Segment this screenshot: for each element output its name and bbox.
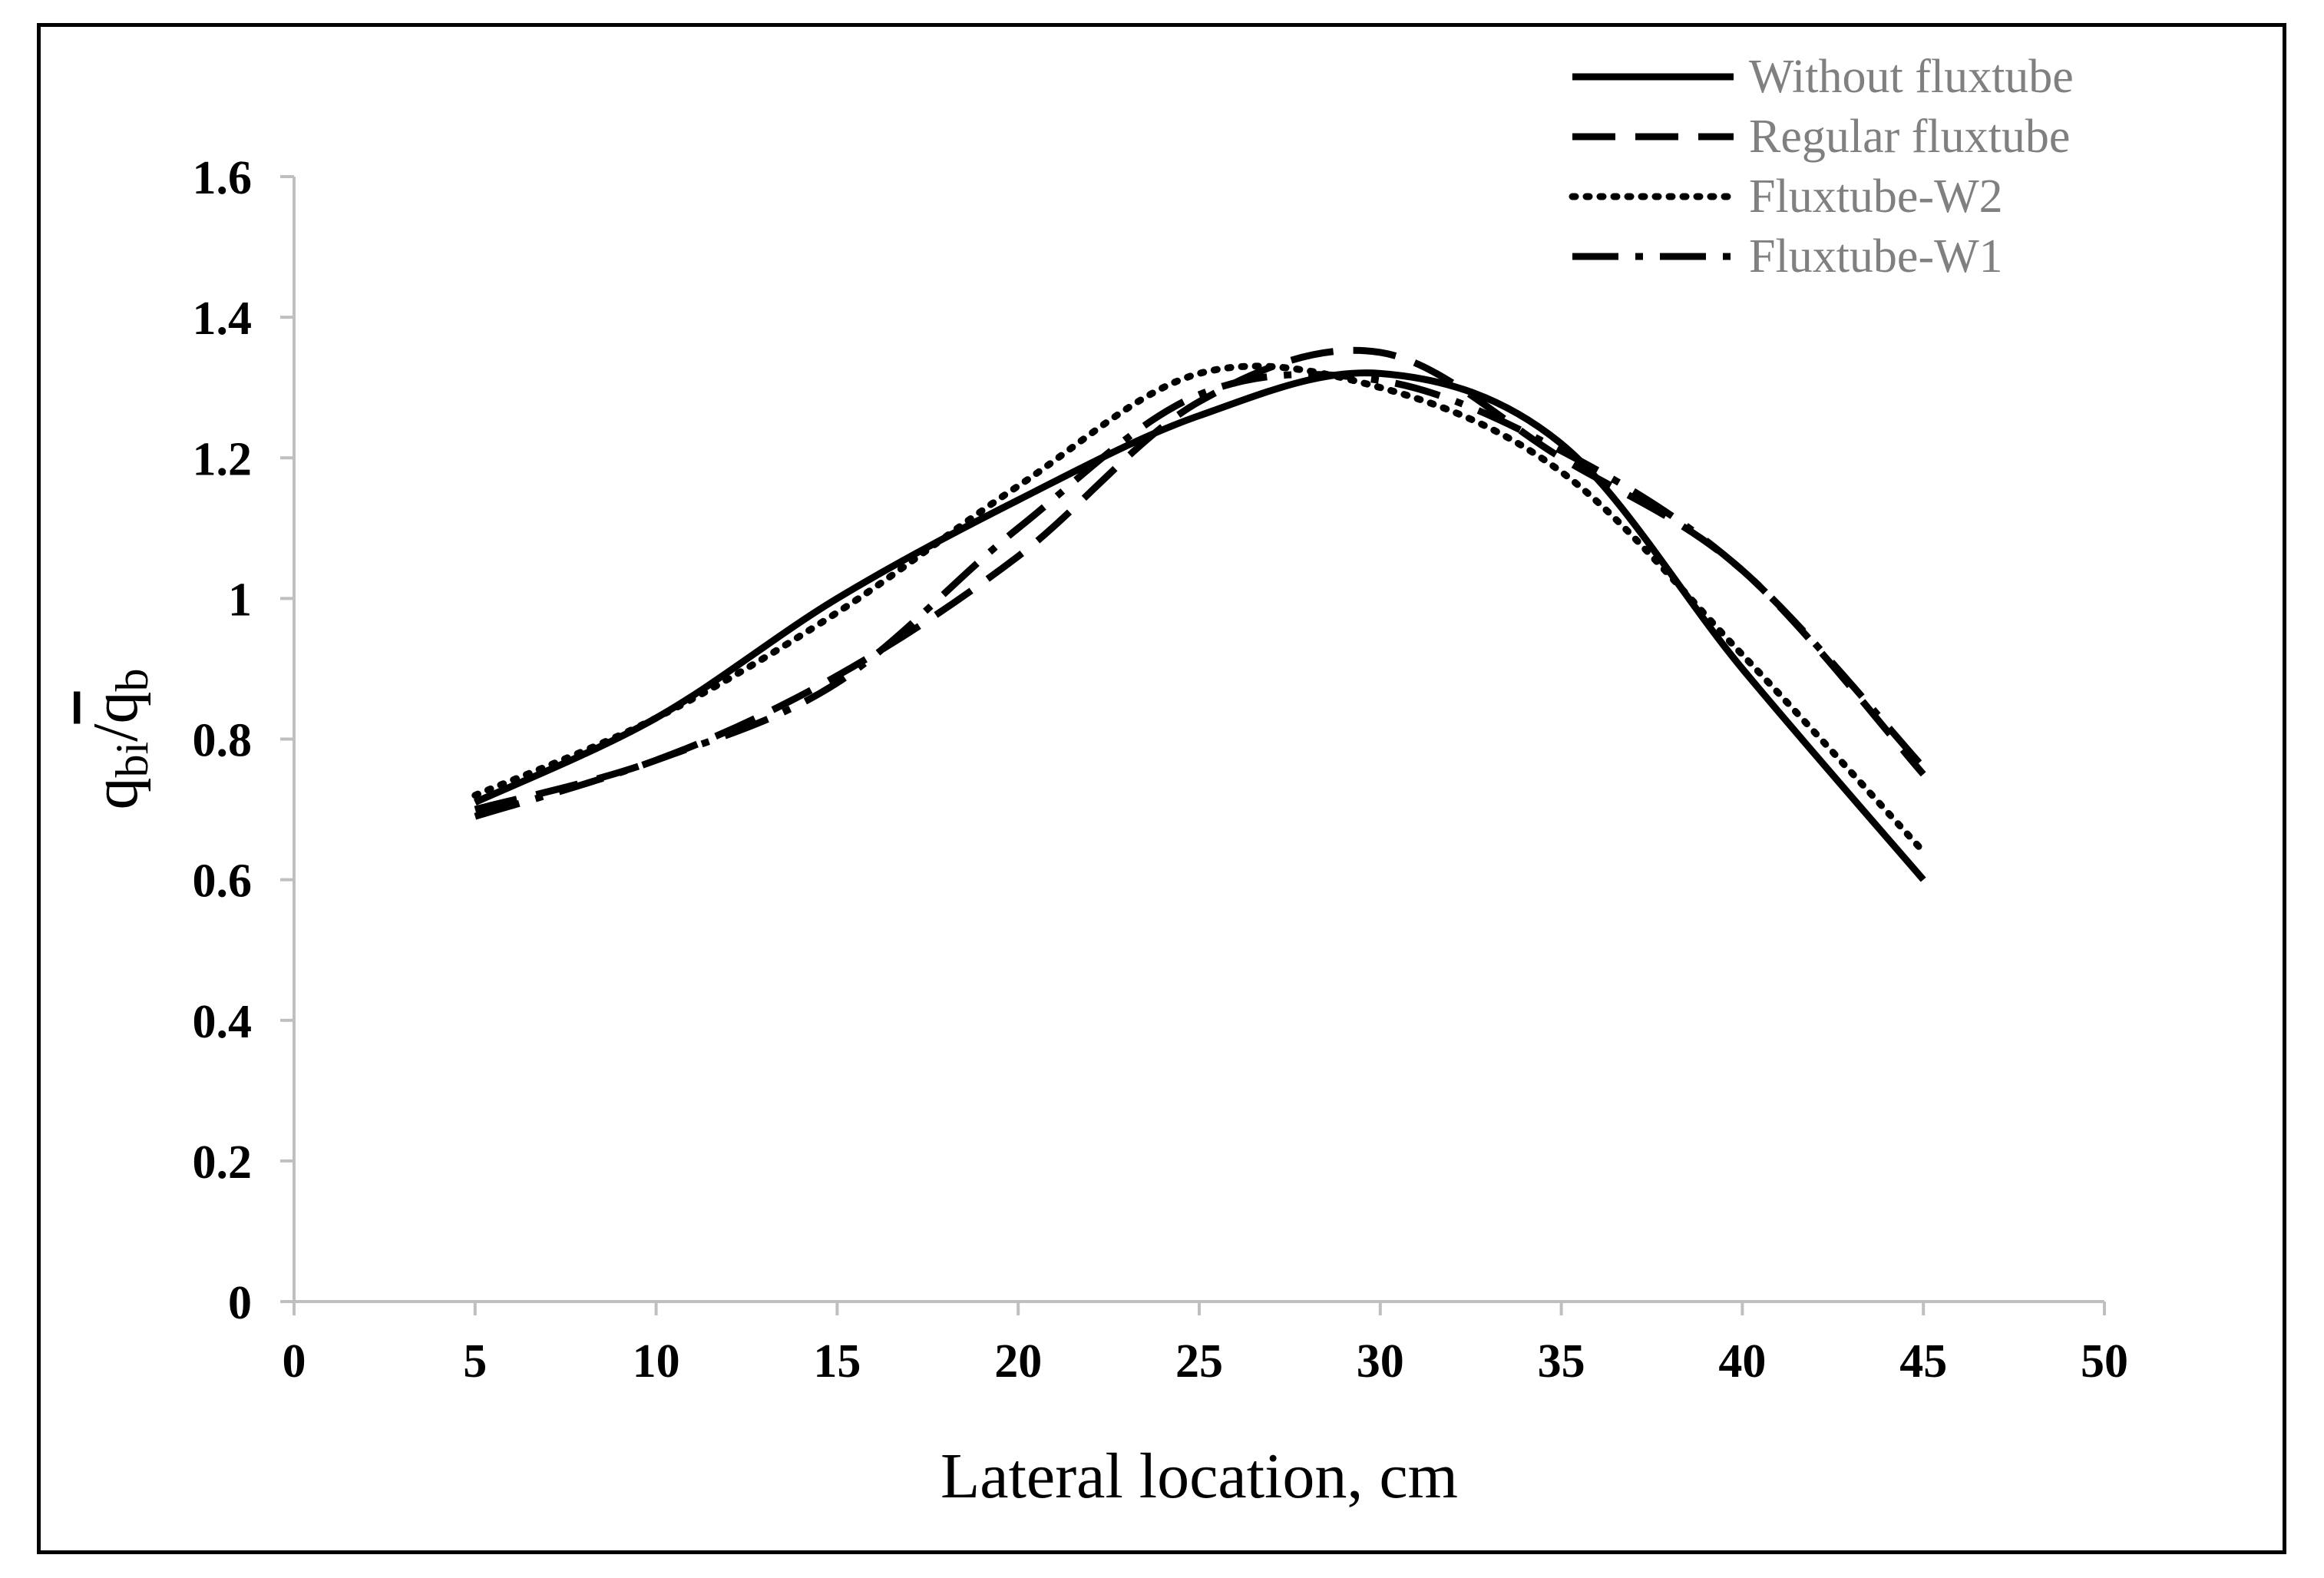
y-tick-label: 1 xyxy=(228,574,252,626)
y-title-sub1: bi xyxy=(107,742,157,778)
y-title-q2: q xyxy=(80,691,151,723)
series-line-fluxtube-w2 xyxy=(471,362,1927,855)
y-title-sub2: b xyxy=(107,668,157,691)
y-tick-label: 0 xyxy=(228,1277,252,1329)
series-line-without-fluxtube xyxy=(473,369,1926,882)
x-tick-label: 50 xyxy=(2081,1335,2128,1388)
chart-frame: 0 5 10 15 20 25 30 35 40 45 50 0 0.2 0.4 0.6 0.8 1 1.2 1.4… xyxy=(37,23,2286,1554)
x-axis-title: Lateral location, cm xyxy=(941,1441,1458,1512)
y-tick-label: 0.8 xyxy=(193,715,253,767)
y-tick-label: 1.2 xyxy=(193,433,253,485)
legend-label: Without fluxtube xyxy=(1749,51,2074,103)
series-line-fluxtube-w1 xyxy=(474,371,1926,820)
x-tick-label: 25 xyxy=(1175,1335,1223,1388)
y-tick-label: 0.4 xyxy=(193,996,253,1048)
legend-label: Fluxtube-W1 xyxy=(1749,230,2003,283)
x-tick-label: 5 xyxy=(463,1335,487,1388)
x-tick-label: 35 xyxy=(1538,1335,1585,1388)
legend: Without fluxtube Regular fluxtube Fluxtube… xyxy=(1569,51,2074,283)
x-tick-label: 20 xyxy=(994,1335,1042,1388)
legend-label: Fluxtube-W2 xyxy=(1749,170,2003,223)
x-tick-label: 30 xyxy=(1357,1335,1404,1388)
y-tick-label: 0.2 xyxy=(193,1136,253,1189)
legend-label: Regular fluxtube xyxy=(1749,111,2070,163)
x-tick-label: 10 xyxy=(633,1335,680,1388)
y-tick-label: 0.6 xyxy=(193,855,253,908)
y-title-slash: / xyxy=(80,723,151,742)
x-tick-label: 0 xyxy=(283,1335,306,1388)
x-tick-label: 40 xyxy=(1718,1335,1766,1388)
y-tick-label: 1.6 xyxy=(193,152,253,204)
svg-text:qbi/qb: qbi/qb xyxy=(80,668,157,809)
series-lines xyxy=(471,346,1927,882)
y-title-q1: q xyxy=(80,778,151,810)
y-tick-label: 1.4 xyxy=(193,293,253,345)
x-tick-label: 15 xyxy=(813,1335,861,1388)
x-tick-label: 45 xyxy=(1899,1335,1947,1388)
axes: 0 5 10 15 20 25 30 35 40 45 50 0 0.2 0.4 0.6 0.8 1 1.2 1.4… xyxy=(193,152,2129,1388)
chart-svg: 0 5 10 15 20 25 30 35 40 45 50 0 0.2 0.4 0.6 0.8 1 1.2 1.4… xyxy=(80,51,2129,1512)
y-axis-title: qbi/qb xyxy=(80,668,157,809)
